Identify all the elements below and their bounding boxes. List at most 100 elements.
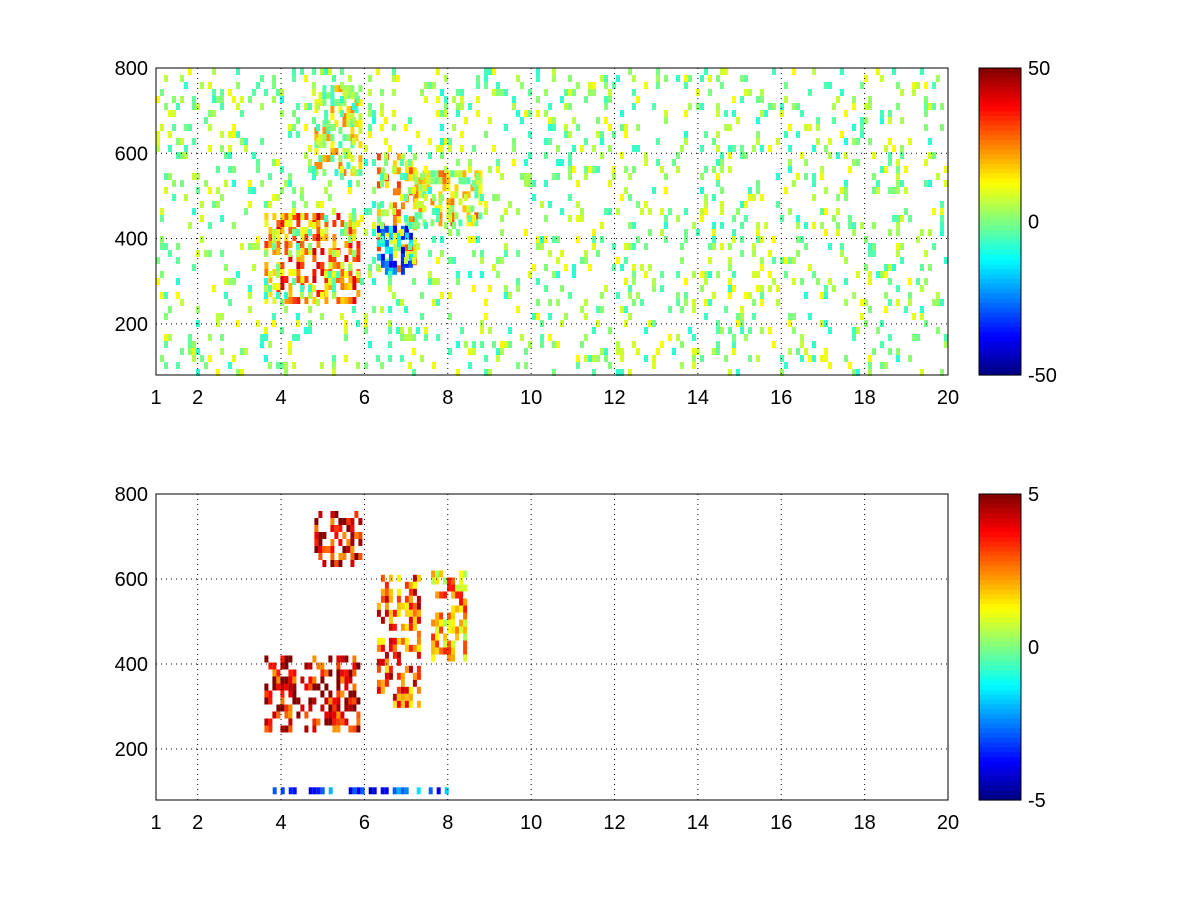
heatmap-cell (472, 145, 476, 152)
heatmap-cell (268, 234, 273, 241)
heatmap-cell (508, 201, 512, 208)
heatmap-cell (232, 96, 236, 103)
colorbar-segment (979, 580, 1021, 586)
heatmap-cell (392, 225, 397, 233)
heatmap-cell (416, 609, 421, 617)
heatmap-cell (412, 369, 416, 376)
heatmap-cell (656, 159, 660, 166)
colorbar-segment (979, 360, 1021, 367)
heatmap-cell (856, 159, 860, 166)
heatmap-cell (820, 222, 824, 229)
heatmap-cell (350, 127, 355, 135)
heatmap-cell (884, 306, 888, 313)
heatmap-cell (700, 355, 704, 362)
heatmap-cell (388, 355, 392, 362)
colorbar-segment (979, 120, 1021, 127)
heatmap-cell (648, 320, 652, 327)
heatmap-cell (276, 89, 280, 96)
heatmap-cell (480, 257, 484, 264)
heatmap-cell (280, 690, 285, 698)
heatmap-cell (644, 243, 648, 250)
heatmap-cell (784, 187, 788, 194)
heatmap-cell (700, 173, 704, 180)
heatmap-cell (904, 166, 908, 173)
heatmap-cell (468, 159, 472, 166)
heatmap-cell (280, 227, 285, 234)
heatmap-cell (732, 285, 736, 292)
heatmap-cell (463, 570, 468, 578)
heatmap-cell (352, 117, 356, 124)
heatmap-cell (516, 110, 520, 117)
heatmap-cell (352, 725, 357, 733)
heatmap-cell (312, 68, 316, 75)
heatmap-cell (388, 623, 393, 631)
heatmap-cell (458, 219, 463, 227)
heatmap-cell (232, 180, 236, 187)
heatmap-cell (188, 68, 192, 75)
heatmap-cell (336, 711, 341, 719)
heatmap-cell (400, 253, 405, 261)
heatmap-cell (644, 355, 648, 362)
heatmap-cell (760, 264, 764, 271)
heatmap-cell (176, 103, 180, 110)
heatmap-cell (346, 546, 351, 553)
heatmap-cell (728, 243, 732, 250)
heatmap-cell (346, 148, 351, 156)
heatmap-cell (620, 306, 624, 313)
heatmap-cell (284, 711, 289, 719)
heatmap-cell (444, 103, 448, 110)
heatmap-cell (156, 96, 160, 103)
heatmap-cell (220, 348, 224, 355)
heatmap-cell (708, 75, 712, 82)
heatmap-cell (876, 271, 880, 278)
heatmap-cell (864, 103, 868, 110)
heatmap-cell (428, 187, 432, 194)
heatmap-cell (348, 669, 353, 677)
heatmap-cell (272, 159, 276, 166)
heatmap-cell (392, 644, 397, 652)
heatmap-cell (324, 227, 329, 234)
heatmap-cell (414, 212, 419, 220)
heatmap-cell (844, 187, 848, 194)
heatmap-cell (416, 602, 421, 610)
colorbar-gradient-top (979, 68, 1021, 376)
heatmap-cell (424, 327, 428, 334)
heatmap-cell (192, 341, 196, 348)
heatmap-cell (240, 348, 244, 355)
heatmap-cell (788, 208, 792, 215)
heatmap-cell (400, 787, 405, 795)
heatmap-cell (435, 570, 440, 578)
heatmap-cell (424, 82, 428, 89)
heatmap-cell (716, 320, 720, 327)
heatmap-cell (336, 725, 341, 733)
heatmap-cell (338, 539, 343, 546)
heatmap-cell (336, 718, 341, 726)
heatmap-cell (344, 271, 348, 278)
heatmap-cell (932, 103, 936, 110)
heatmap-cell (156, 131, 160, 138)
heatmap-cell (484, 369, 488, 376)
heatmap-cell (628, 194, 632, 201)
heatmap-cell (456, 369, 460, 376)
heatmap-cell (396, 602, 401, 610)
heatmap-cell (676, 271, 680, 278)
heatmap-cell (628, 292, 632, 299)
heatmap-cell (944, 180, 948, 187)
heatmap-cell (812, 173, 816, 180)
heatmap-cell (656, 68, 660, 75)
heatmap-cell (312, 787, 317, 795)
colorbar-segment (979, 101, 1021, 107)
heatmap-cell (784, 362, 788, 369)
colorbar-segment (979, 608, 1021, 615)
heatmap-cell (380, 167, 385, 175)
heatmap-cell (252, 264, 256, 271)
heatmap-cell (420, 292, 424, 299)
heatmap-cell (500, 229, 504, 236)
heatmap-cell (296, 220, 301, 227)
heatmap-cell (536, 313, 540, 320)
heatmap-cell (328, 271, 332, 278)
x-tick-label: 2 (192, 387, 203, 409)
heatmap-cell (414, 191, 419, 199)
heatmap-cell (328, 124, 332, 131)
heatmap-cell (704, 166, 708, 173)
